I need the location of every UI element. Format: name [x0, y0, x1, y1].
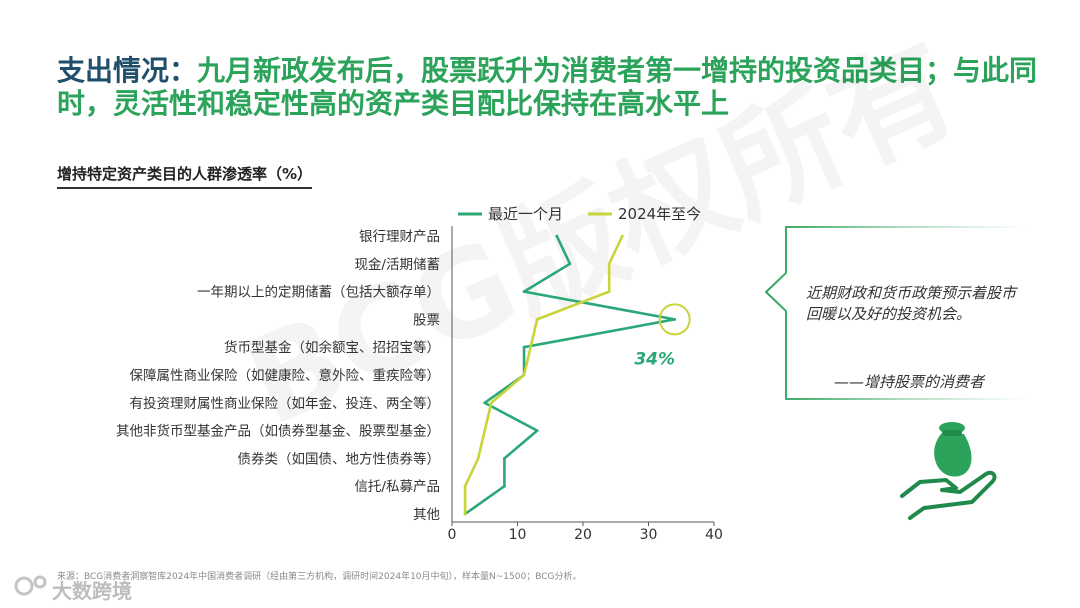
series-point-1 — [673, 318, 677, 321]
series-point-1 — [555, 234, 559, 238]
page-title: 支出情况：九月新政发布后，股票跃升为消费者第一增持的投资品类目；与此同时，灵活性… — [57, 54, 1047, 120]
series-point-1 — [568, 262, 572, 266]
x-tick-label: 20 — [574, 527, 592, 543]
brand-wordmark: 大数跨境 — [52, 579, 132, 603]
category-label: 信托/私募产品 — [354, 479, 440, 495]
x-tick-label: 10 — [509, 527, 527, 543]
series-point-2 — [463, 484, 467, 488]
series-point-2 — [529, 345, 532, 349]
series-point-1 — [503, 457, 506, 460]
legend-label-1: 最近一个月 — [488, 205, 563, 223]
title-lead: 支出情况： — [57, 54, 198, 87]
category-label: 一年期以上的定期储蓄（包括大额存单） — [197, 285, 440, 301]
category-label: 其他 — [413, 507, 440, 523]
series-point-1 — [522, 290, 526, 293]
series-point-2 — [476, 457, 480, 460]
category-label: 债券类（如国债、地方性债券等） — [238, 450, 441, 467]
category-label: 货币型基金（如余额宝、招招宝等） — [224, 339, 440, 356]
category-label: 银行理财产品 — [359, 229, 440, 245]
category-label: 现金/活期储蓄 — [354, 257, 440, 273]
callout-quote: 近期财政和货币政策预示着股市回暖以及好的投资机会。 — [806, 284, 1017, 323]
series-point-2 — [489, 401, 493, 405]
series-point-2 — [535, 318, 539, 321]
series-point-2 — [620, 234, 624, 238]
series-point-2 — [463, 512, 467, 516]
series-point-2 — [483, 429, 487, 432]
source-note: 来源：BCG消费者洞察智库2024年中国消费者调研（经由第三方机构，调研时间20… — [57, 572, 582, 582]
legend-label-2: 2024年至今 — [618, 205, 701, 223]
callout-box — [765, 226, 1027, 400]
category-label: 保障属性商业保险（如健康险、意外险、重疾险等） — [130, 367, 441, 384]
category-label: 其他非货币型基金产品（如债券型基金、股票型基金） — [116, 423, 440, 440]
category-label: 股票 — [413, 312, 440, 328]
highlight-circle — [658, 303, 691, 336]
brand-logo-icon — [14, 575, 47, 596]
x-tick-label: 40 — [705, 527, 723, 543]
series-point-1 — [483, 401, 487, 405]
series-line-2 — [463, 235, 624, 514]
category-label: 有投资理财属性商业保险（如年金、投连、两全等） — [130, 395, 441, 412]
highlight-label: 34% — [634, 349, 675, 369]
penetration-line-chart: 0 10 20 30 40 银行理财产品现金/活期储蓄一年期以上的定期储蓄（包括大额存单）… — [116, 205, 723, 543]
x-tick-label: 0 — [448, 527, 457, 543]
callout-attribution: ——增持股票的消费者 — [834, 373, 985, 391]
series-line-1 — [464, 235, 677, 516]
series-point-2 — [522, 373, 526, 377]
series-point-2 — [607, 290, 611, 293]
series-point-1 — [503, 484, 506, 488]
series-point-1 — [535, 429, 539, 432]
series-point-2 — [607, 262, 611, 266]
money-bag-hand-icon — [900, 422, 997, 520]
series-point-1 — [522, 345, 526, 349]
title-text: 九月新政发布后，股票跃升为消费者第一增持的投资品类目；与此同时，灵活性和稳定性高… — [57, 54, 1038, 120]
x-tick-label: 30 — [640, 527, 658, 543]
chart-title: 增持特定资产类目的人群渗透率（%） — [57, 163, 313, 189]
